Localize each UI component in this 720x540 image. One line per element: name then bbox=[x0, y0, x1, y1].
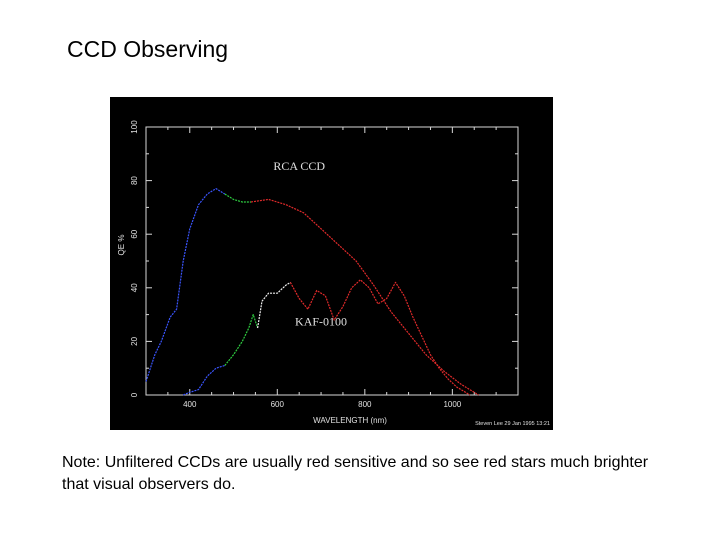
series-rca-ccd-segment-blue bbox=[145, 187, 226, 382]
x-tick-label: 800 bbox=[358, 400, 372, 409]
annotation-kaf-0100: KAF-0100 bbox=[295, 314, 347, 328]
x-tick-label: 400 bbox=[183, 400, 197, 409]
series-layer bbox=[145, 187, 479, 396]
y-tick-label: 40 bbox=[130, 283, 139, 292]
slide-title: CCD Observing bbox=[67, 36, 229, 62]
x-tick-label: 600 bbox=[271, 400, 285, 409]
x-tick-label: 1000 bbox=[443, 400, 461, 409]
labels-layer: 400 600 800 1000 0 20 40 60 80 100 WAVELENGTH (nm)… bbox=[117, 120, 550, 427]
y-tick-label: 0 bbox=[130, 392, 139, 397]
y-tick-label: 80 bbox=[130, 176, 139, 185]
axes-layer bbox=[145, 126, 519, 396]
y-tick-label: 100 bbox=[130, 120, 139, 134]
y-axis-label: QE % bbox=[117, 235, 126, 256]
chart-background bbox=[110, 97, 553, 430]
note-text: Note: Unfiltered CCDs are usually red se… bbox=[62, 454, 649, 493]
chart-credit: Steven Lee 29 Jan 1995 13:21 bbox=[475, 421, 550, 427]
x-axis-label: WAVELENGTH (nm) bbox=[313, 416, 387, 425]
series-kaf-0100-segment-blue bbox=[182, 364, 225, 396]
series-kaf-0100-segment-green bbox=[224, 314, 259, 366]
series-kaf-0100-segment-red bbox=[289, 279, 471, 396]
annotation-rca-ccd: RCA CCD bbox=[273, 159, 325, 173]
series-rca-ccd-segment-red bbox=[250, 198, 479, 396]
series-kaf-0100-segment-white bbox=[257, 281, 291, 329]
qe-chart: 400 600 800 1000 0 20 40 60 80 100 WAVELENGTH (nm)… bbox=[110, 97, 553, 430]
qe-chart-svg: 400 600 800 1000 0 20 40 60 80 100 WAVELENGTH (nm)… bbox=[110, 97, 553, 430]
y-tick-label: 20 bbox=[130, 336, 139, 345]
y-tick-label: 60 bbox=[130, 229, 139, 238]
